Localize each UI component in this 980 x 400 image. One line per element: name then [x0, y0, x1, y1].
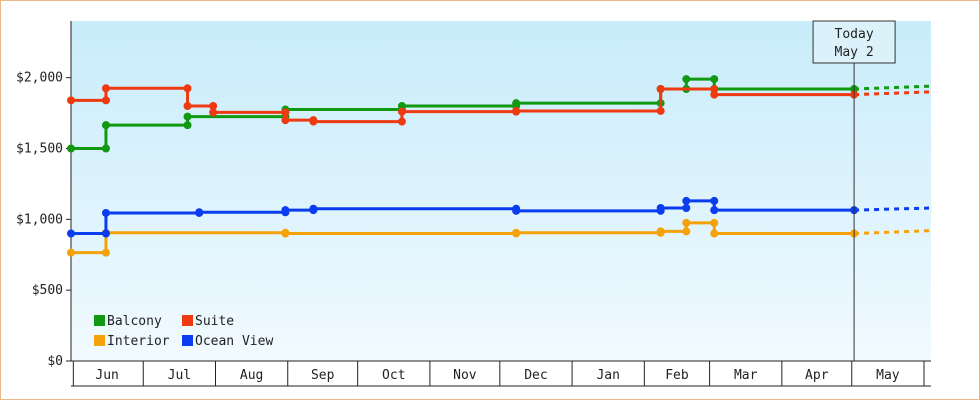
series-ocean-view: [67, 196, 932, 238]
data-point: [656, 204, 665, 212]
data-point: [682, 227, 691, 236]
data-point: [67, 144, 75, 153]
data-point: [309, 117, 318, 126]
y-tick-label: $1,500: [16, 142, 63, 157]
data-point: [512, 228, 521, 237]
data-point: [101, 248, 110, 257]
data-point: [183, 121, 192, 130]
data-point: [397, 107, 406, 116]
data-point: [710, 229, 719, 238]
data-point: [710, 196, 719, 205]
y-tick-label: $500: [32, 283, 63, 298]
data-point: [281, 116, 290, 125]
data-point: [281, 108, 290, 117]
x-month-label: Apr: [805, 368, 829, 383]
data-point: [682, 204, 691, 212]
data-point: [682, 218, 691, 227]
y-tick-label: $1,000: [16, 212, 63, 227]
series-projection: [854, 84, 932, 91]
today-box: [812, 20, 896, 64]
data-point: [195, 208, 204, 217]
data-point: [101, 84, 110, 93]
series-layer: [67, 75, 932, 257]
data-point: [656, 106, 665, 115]
x-month-label: May: [876, 368, 900, 383]
y-axis: $0 $500 $1,000 $1,500 $2,000: [16, 21, 72, 369]
data-point: [281, 229, 290, 238]
x-month-label: Aug: [240, 368, 263, 383]
data-point: [512, 206, 521, 215]
data-point: [682, 196, 691, 205]
data-point: [656, 227, 665, 236]
data-point: [309, 204, 318, 213]
today-label: Today: [835, 27, 874, 42]
data-point: [397, 102, 406, 110]
plot-background: [71, 21, 931, 361]
legend-label: Interior: [107, 334, 170, 349]
data-point: [397, 117, 406, 126]
x-axis: Jun Jul Aug Sep Oct Nov Dec Jan Feb Mar Apr May: [71, 360, 931, 387]
data-point: [101, 144, 110, 153]
data-point: [101, 208, 110, 217]
data-point: [67, 229, 75, 238]
legend-swatch: [182, 335, 193, 346]
series-suite: [67, 84, 932, 126]
today-marker: Today May 2: [812, 20, 896, 361]
x-month-label: Mar: [734, 368, 758, 383]
data-point: [512, 99, 521, 108]
data-point: [710, 206, 719, 215]
series-projection: [854, 90, 932, 97]
data-point: [656, 85, 665, 93]
y-tick-label: $0: [47, 354, 63, 369]
legend-swatch: [94, 335, 105, 346]
legend-swatch: [94, 315, 105, 326]
data-point: [101, 121, 110, 130]
data-point: [512, 106, 521, 115]
x-month-label: Jan: [596, 368, 619, 383]
data-point: [183, 112, 192, 121]
data-point: [682, 75, 691, 84]
data-point: [101, 96, 110, 105]
series-projection: [854, 229, 932, 235]
x-month-label: Nov: [453, 368, 477, 383]
x-month-label: Sep: [311, 368, 335, 383]
x-month-label: Jul: [168, 368, 191, 383]
today-date-label: May 2: [835, 45, 874, 60]
data-point: [183, 84, 192, 93]
legend-label: Ocean View: [195, 334, 273, 349]
series-interior: [67, 218, 932, 257]
data-point: [710, 218, 719, 227]
series-line: [71, 199, 855, 235]
data-point: [183, 102, 192, 110]
x-month-label: Feb: [665, 368, 689, 383]
data-point: [281, 206, 290, 215]
x-month-label: Jun: [95, 368, 118, 383]
data-point: [710, 85, 719, 93]
legend-swatch: [182, 315, 193, 326]
data-point: [710, 90, 719, 99]
series-projection: [854, 206, 932, 212]
data-point: [710, 75, 719, 84]
legend: Balcony Suite Interior Ocean View: [94, 314, 273, 349]
legend-label: Balcony: [107, 314, 162, 329]
y-tick-label: $2,000: [16, 71, 63, 86]
data-point: [67, 96, 75, 105]
legend-label: Suite: [195, 314, 234, 329]
data-point: [209, 108, 218, 117]
data-point: [209, 102, 218, 110]
data-point: [101, 229, 110, 238]
x-month-label: Oct: [382, 368, 405, 383]
series-line: [71, 77, 855, 150]
x-month-label: Dec: [524, 368, 547, 383]
data-point: [67, 248, 75, 257]
series-line: [71, 221, 855, 255]
